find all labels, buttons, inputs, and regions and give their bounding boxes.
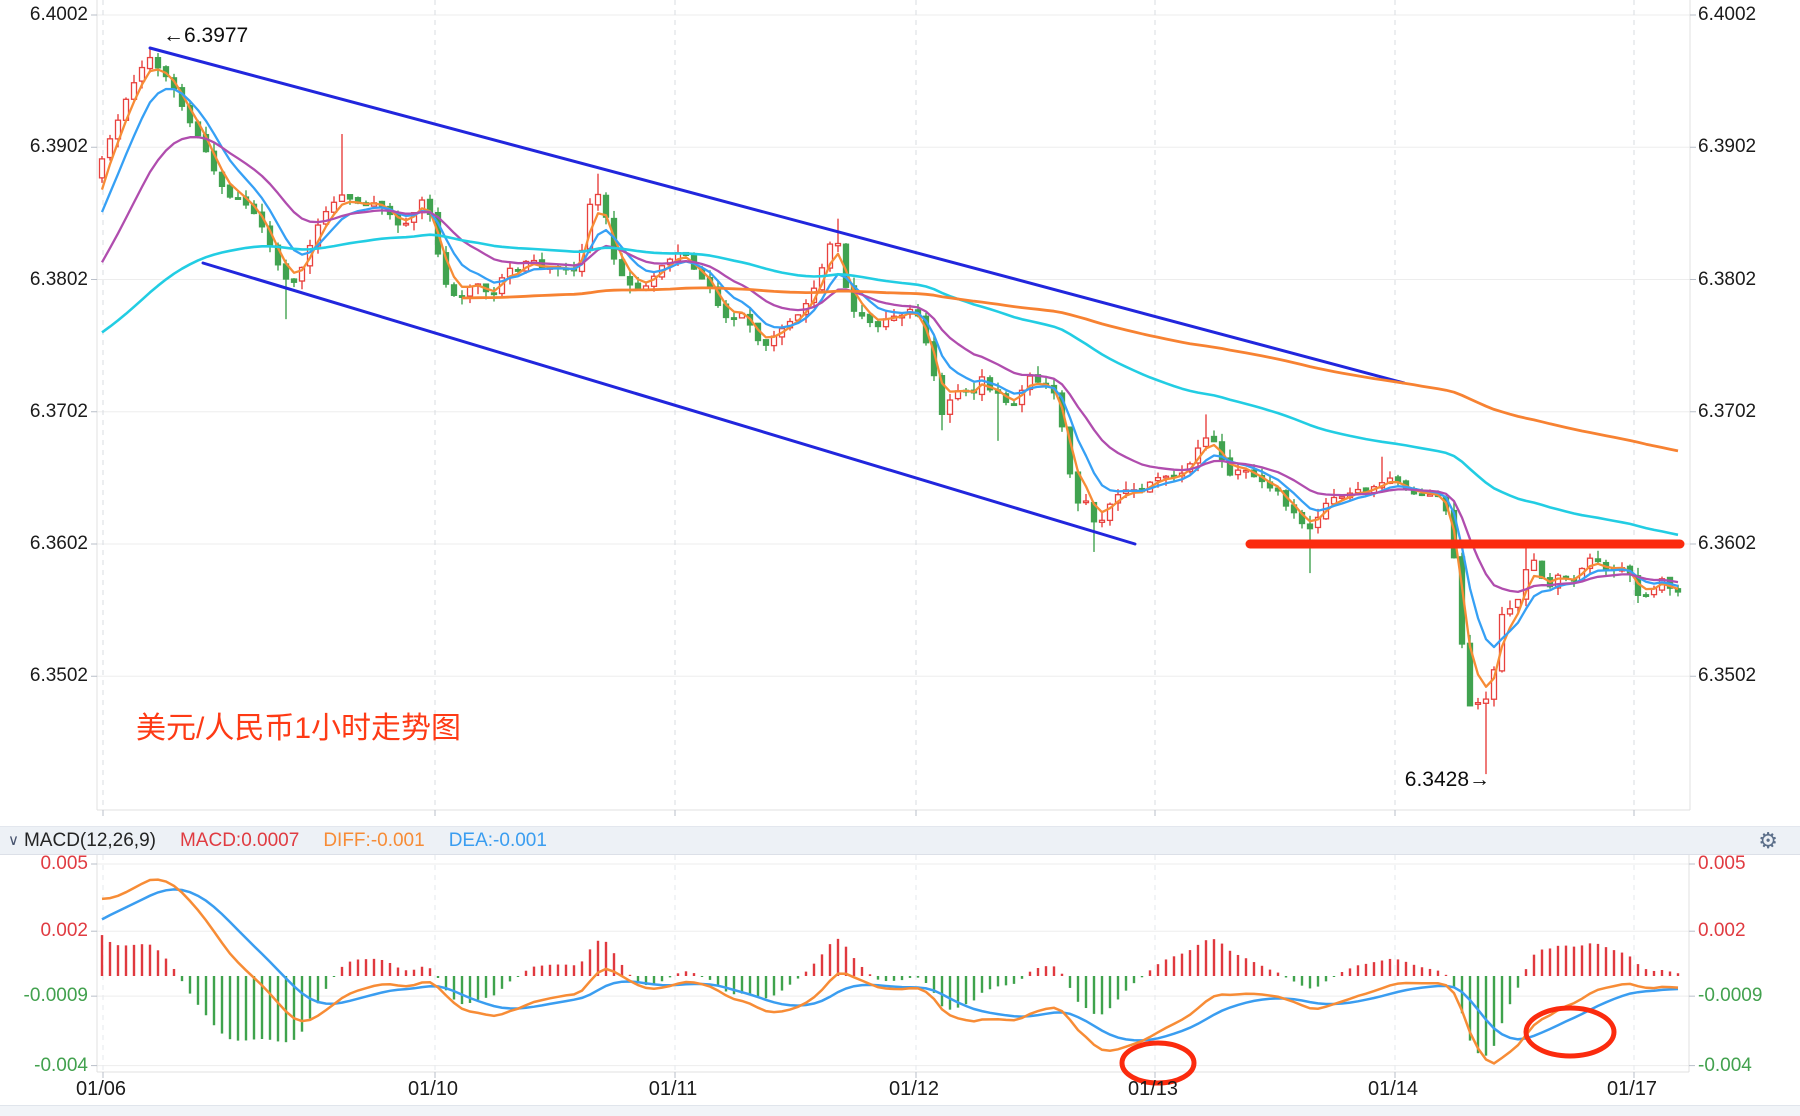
macd-axis-label-left: 0.002 <box>40 920 88 942</box>
dea-value: DEA:-0.001 <box>448 829 547 851</box>
gridlines-layer <box>91 0 1696 1078</box>
price-axis-label-left: 6.4002 <box>29 4 88 25</box>
macd-axis-label-right: -0.0009 <box>1698 985 1763 1007</box>
date-axis-label: 01/13 <box>1127 1078 1179 1100</box>
chart-title-overlay: 美元/人民币1小时走势图 <box>136 712 462 745</box>
diff-value: DIFF:-0.001 <box>323 829 425 851</box>
dea-line <box>101 888 1679 1042</box>
ma-slow-purple <box>100 135 1679 594</box>
price-axis-label-left: 6.3702 <box>29 400 88 422</box>
date-axis-label: 01/17 <box>1606 1078 1658 1100</box>
price-axis-label-right: 6.3602 <box>1698 533 1757 554</box>
diff-line <box>101 878 1679 1065</box>
macd-indicator-header: ∨ MACD(12,26,9) MACD:0.0007 DIFF:-0.001 … <box>0 826 1800 855</box>
highlight-ellipses-layer <box>1119 1005 1617 1086</box>
date-axis-label: 01/11 <box>648 1078 698 1100</box>
trend-channel-layer <box>148 46 1406 546</box>
date-axis-label: 01/12 <box>888 1078 940 1100</box>
price-axis-label-left: 6.3902 <box>29 136 88 158</box>
chevron-down-icon[interactable]: ∨ <box>8 832 19 849</box>
macd-axis-label-right: 0.005 <box>1698 853 1746 874</box>
macd-axis-label-left: -0.004 <box>34 1054 88 1076</box>
macd-indicator-label: MACD(12,26,9) <box>23 829 156 851</box>
price-axis-label-right: 6.3902 <box>1698 136 1757 158</box>
date-axis-label: 01/06 <box>75 1078 127 1100</box>
price-axis-label-left: 6.3502 <box>29 665 88 687</box>
gear-icon[interactable]: ⚙ <box>1758 827 1778 853</box>
date-axis-label: 01/14 <box>1367 1078 1419 1100</box>
price-axis-label-right: 6.3502 <box>1698 665 1757 687</box>
macd-axis-label-left: -0.0009 <box>23 985 88 1007</box>
ma-fast-orange <box>100 68 1679 688</box>
macd-axis-label-left: 0.005 <box>40 853 88 874</box>
macd-axis-label-right: 0.002 <box>1698 920 1746 942</box>
golden-cross-circle <box>1523 1005 1617 1059</box>
period-low-annotation: 6.3428→ <box>1404 768 1490 791</box>
ma-xslow-cyan <box>101 233 1679 537</box>
period-high-annotation: ←6.3977 <box>163 24 249 47</box>
macd-axis-label-right: -0.004 <box>1698 1054 1752 1076</box>
moving-averages-layer <box>100 68 1679 688</box>
macd-value: MACD:0.0007 <box>179 829 300 851</box>
date-axis-label: 01/10 <box>407 1078 459 1100</box>
price-axis-label-left: 6.3602 <box>29 533 88 554</box>
macd-lines-layer <box>101 878 1679 1065</box>
golden-cross-circle <box>1119 1040 1197 1086</box>
ma-mid-blue <box>100 87 1679 649</box>
candlestick-layer <box>98 48 1682 775</box>
macd-histogram-layer <box>100 935 1680 1056</box>
bottom-strip <box>0 1105 1800 1116</box>
ma-xxslow-orange <box>461 286 1679 453</box>
price-axis-label-right: 6.3802 <box>1698 268 1757 290</box>
price-axis-label-left: 6.3802 <box>29 268 88 290</box>
price-axis-label-right: 6.4002 <box>1698 4 1757 25</box>
price-axis-label-right: 6.3702 <box>1698 400 1757 422</box>
